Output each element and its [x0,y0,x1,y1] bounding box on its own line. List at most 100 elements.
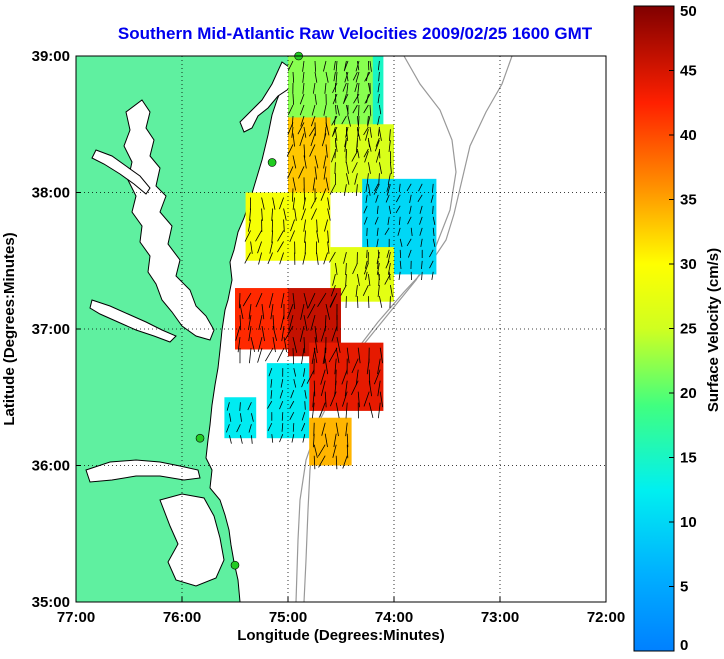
colorbar-tick-label: 45 [680,63,697,80]
velocity-vector [247,402,252,411]
colorbar-label: Surface Velocity (cm/s) [705,248,722,412]
velocity-vector [329,292,338,308]
velocity-vector [270,390,273,399]
velocity-vector [292,197,295,210]
velocity-vector [398,271,401,281]
velocity-vector [312,391,315,408]
velocity-vector [379,347,383,364]
velocity-vector [367,115,371,127]
velocity-vector [373,369,381,385]
radar-station-marker[interactable] [195,433,205,443]
velocity-vector [293,379,297,388]
velocity-vector [325,144,328,158]
velocity-vector [432,216,436,225]
velocity-vector [279,252,284,265]
velocity-vector [255,230,262,242]
velocity-vector [261,197,265,210]
velocity-vector [357,93,359,104]
velocity-vector [342,93,349,104]
velocity-vector [272,197,276,210]
velocity-vector [352,262,358,275]
velocity-vector [329,251,336,263]
albemarle-sound [85,459,201,483]
velocity-vector [255,292,263,308]
y-tick-label: 39:00 [32,48,70,65]
velocity-vector [280,314,285,330]
velocity-vector [284,325,294,341]
velocity-vector [354,82,358,93]
velocity-vector [303,314,308,331]
velocity-vector [287,104,294,115]
velocity-vector [278,197,284,210]
velocity-vector [324,358,329,375]
velocity-vector [377,402,381,419]
velocity-vector [363,104,369,114]
velocity-vector [257,347,263,363]
velocity-vector [265,347,274,362]
velocity-vector [364,93,371,104]
velocity-vector [335,140,338,152]
velocity-vector [335,455,338,470]
velocity-vector [366,238,369,248]
velocity-vector [292,177,297,191]
velocity-vector [304,390,307,399]
velocity-vector [353,93,360,104]
velocity-vector [267,400,273,409]
velocity-vector [390,162,392,174]
y-axis-label: Latitude (Degrees:Minutes) [1,232,18,425]
velocity-vector [335,93,337,104]
velocity-vector [258,252,262,265]
velocity-vector [301,208,306,221]
velocity-vector [345,274,347,287]
velocity-vector [302,71,305,83]
radar-station-marker[interactable] [267,158,277,167]
velocity-vector [279,433,284,443]
radar-station-marker[interactable] [230,560,240,570]
velocity-vector [417,194,423,203]
velocity-vector [320,380,326,396]
velocity-vector [270,379,273,388]
velocity-vector [292,71,295,83]
velocity-vector [342,455,348,469]
velocity-vector [324,219,328,232]
velocity-vector [248,424,252,433]
velocity-vector [331,126,338,137]
velocity-vector [331,325,338,342]
velocity-vector [345,402,348,419]
velocity-vector [334,162,336,174]
velocity-vector [324,391,327,408]
velocity-vector [368,402,374,418]
velocity-vector [395,194,401,203]
velocity-vector [346,162,349,174]
velocity-vector [409,205,412,214]
velocity-vector [247,219,251,232]
velocity-vector [344,137,347,148]
velocity-vector [250,336,256,352]
velocity-vector [281,423,284,432]
velocity-vector [310,115,316,127]
velocity-vector [362,284,369,297]
velocity-vector [301,422,306,432]
velocity-vector [287,60,294,71]
bathymetry-contour [295,56,457,602]
velocity-vector [347,115,351,127]
velocity-vector [308,126,316,137]
velocity-vector [324,347,326,364]
velocity-vector [387,216,390,226]
velocity-vector [369,104,372,116]
velocity-vector [272,336,276,353]
velocity-vector [310,208,317,220]
velocity-vector [376,252,380,264]
velocity-vector [364,260,368,269]
velocity-vector [376,227,379,237]
velocity-vector [327,208,331,221]
x-tick-label: 76:00 [163,609,201,626]
velocity-vector [291,126,294,138]
velocity-vector [357,129,361,141]
velocity-vector [397,227,401,236]
velocity-vector [313,380,316,397]
velocity-vector [334,380,337,397]
velocity-vector [250,241,253,254]
velocity-vector [267,422,273,432]
